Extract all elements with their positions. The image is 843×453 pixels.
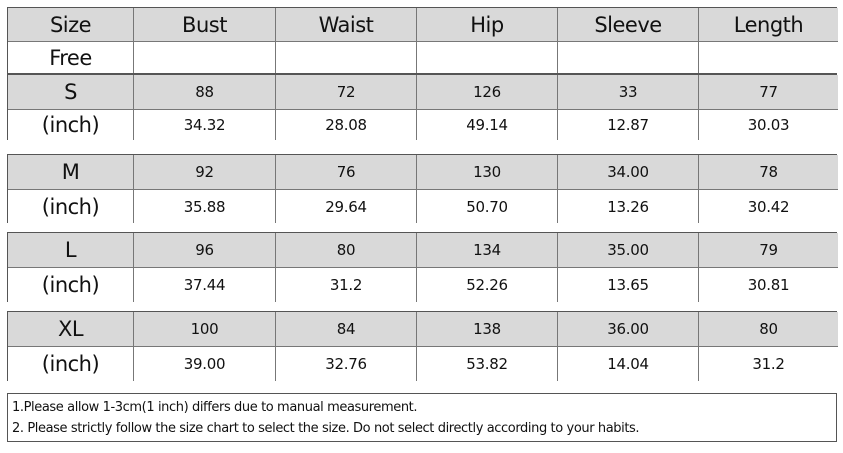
size-label: S: [8, 75, 133, 109]
waist-cm: 76: [275, 155, 416, 189]
header-bust: Bust: [133, 8, 275, 41]
bust-inch: 35.88: [133, 189, 275, 223]
length-inch: 30.03: [698, 109, 838, 140]
note-measurement: 1.Please allow 1-3cm(1 inch) differs due…: [12, 400, 418, 415]
hip-cm: 138: [416, 312, 557, 346]
unit-label: (inch): [8, 109, 133, 140]
sleeve-inch: 12.87: [557, 109, 698, 140]
length-inch: 30.81: [698, 267, 838, 302]
length-inch: 30.42: [698, 189, 838, 223]
bust-inch: 39.00: [133, 346, 275, 381]
sleeve-cm: 33: [557, 75, 698, 109]
waist-inch: 28.08: [275, 109, 416, 140]
size-chart-header: Size Bust Waist Hip Sleeve Length Free: [7, 7, 838, 74]
sleeve-cm: 34.00: [557, 155, 698, 189]
length-cm: 78: [698, 155, 838, 189]
size-label: L: [8, 233, 133, 267]
waist-inch: 29.64: [275, 189, 416, 223]
size-label: XL: [8, 312, 133, 346]
sleeve-cm: 35.00: [557, 233, 698, 267]
hip-inch: 52.26: [416, 267, 557, 302]
unit-label: (inch): [8, 346, 133, 381]
bust-cm: 100: [133, 312, 275, 346]
waist-cm: 84: [275, 312, 416, 346]
bust-inch: 34.32: [133, 109, 275, 140]
hip-inch: 53.82: [416, 346, 557, 381]
waist-cm: 80: [275, 233, 416, 267]
notes-box: 1.Please allow 1-3cm(1 inch) differs due…: [7, 393, 837, 442]
waist-inch: 31.2: [275, 267, 416, 302]
free-cell: [416, 41, 557, 73]
waist-cm: 72: [275, 75, 416, 109]
bust-cm: 96: [133, 233, 275, 267]
sleeve-cm: 36.00: [557, 312, 698, 346]
header-size: Size: [8, 8, 133, 41]
size-group-s: S 88 72 126 33 77 (inch) 34.32 28.08 49.…: [7, 74, 838, 140]
header-length: Length: [698, 8, 838, 41]
length-inch: 31.2: [698, 346, 838, 381]
hip-cm: 134: [416, 233, 557, 267]
free-label: Free: [8, 41, 133, 73]
bust-cm: 92: [133, 155, 275, 189]
hip-inch: 49.14: [416, 109, 557, 140]
bust-inch: 37.44: [133, 267, 275, 302]
length-cm: 77: [698, 75, 838, 109]
free-cell: [133, 41, 275, 73]
free-cell: [698, 41, 838, 73]
length-cm: 80: [698, 312, 838, 346]
hip-cm: 130: [416, 155, 557, 189]
sleeve-inch: 14.04: [557, 346, 698, 381]
unit-label: (inch): [8, 189, 133, 223]
size-label: M: [8, 155, 133, 189]
size-group-m: M 92 76 130 34.00 78 (inch) 35.88 29.64 …: [7, 154, 838, 223]
size-group-l: L 96 80 134 35.00 79 (inch) 37.44 31.2 5…: [7, 232, 838, 302]
header-sleeve: Sleeve: [557, 8, 698, 41]
bust-cm: 88: [133, 75, 275, 109]
note-size-advice: 2. Please strictly follow the size chart…: [12, 421, 640, 436]
hip-cm: 126: [416, 75, 557, 109]
size-group-xl: XL 100 84 138 36.00 80 (inch) 39.00 32.7…: [7, 311, 838, 381]
length-cm: 79: [698, 233, 838, 267]
waist-inch: 32.76: [275, 346, 416, 381]
header-waist: Waist: [275, 8, 416, 41]
free-cell: [275, 41, 416, 73]
hip-inch: 50.70: [416, 189, 557, 223]
sleeve-inch: 13.26: [557, 189, 698, 223]
unit-label: (inch): [8, 267, 133, 302]
header-hip: Hip: [416, 8, 557, 41]
free-cell: [557, 41, 698, 73]
sleeve-inch: 13.65: [557, 267, 698, 302]
